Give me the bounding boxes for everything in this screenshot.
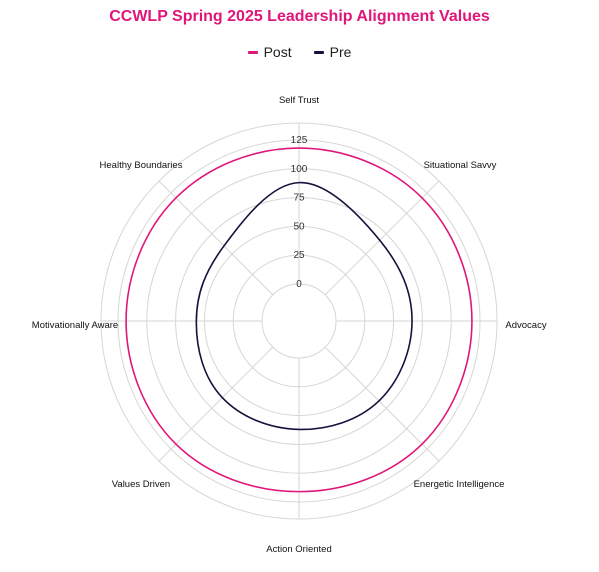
spoke-5 [158,346,274,462]
axis-label-5: Values Driven [112,479,170,490]
legend: Post Pre [0,44,599,60]
spoke-1 [324,180,440,296]
data-point-post-5[interactable] [173,441,179,447]
axis-label-2: Advocacy [505,320,546,331]
data-point-post-1[interactable] [419,195,425,201]
data-point-pre-6[interactable] [193,318,199,324]
axis-label-1: Situational Savvy [424,160,497,171]
grid-ring-0 [261,283,337,359]
data-point-post-7[interactable] [173,195,179,201]
data-point-pre-0[interactable] [296,180,302,186]
tick-label-0: 0 [296,279,302,290]
axis-label-3: Energetic Intelligence [414,479,505,490]
data-point-pre-1[interactable] [377,237,383,243]
tick-label-1: 25 [293,250,305,261]
series-line-pre[interactable] [195,181,413,431]
legend-label-pre: Pre [329,44,352,60]
legend-item-pre[interactable]: Pre [313,44,352,60]
data-point-post-4[interactable] [296,489,302,495]
data-point-post-2[interactable] [469,318,475,324]
tick-label-5: 125 [291,135,308,146]
tick-label-2: 50 [293,221,305,232]
axis-label-4: Action Oriented [266,544,331,555]
spoke-3 [324,346,440,462]
data-point-pre-3[interactable] [376,398,382,404]
legend-swatch-pre [313,50,324,54]
axis-label-7: Healthy Boundaries [100,160,183,171]
tick-label-4: 100 [291,164,308,175]
series-line-post[interactable] [125,147,473,493]
chart-title: CCWLP Spring 2025 Leadership Alignment V… [109,8,490,25]
legend-item-post[interactable]: Post [247,44,292,60]
spoke-7 [158,180,274,296]
axis-label-6: Motivationally Aware [32,320,118,331]
axis-label-0: Self Trust [279,95,319,106]
data-point-post-3[interactable] [419,441,425,447]
data-point-pre-4[interactable] [296,426,302,432]
legend-swatch-post [247,50,258,54]
data-point-pre-2[interactable] [409,318,415,324]
data-point-pre-7[interactable] [221,243,227,249]
legend-label-post: Post [263,44,292,60]
tick-label-3: 75 [293,193,305,204]
radar-grid [100,122,498,520]
data-point-pre-5[interactable] [219,395,225,401]
data-point-post-6[interactable] [123,318,129,324]
